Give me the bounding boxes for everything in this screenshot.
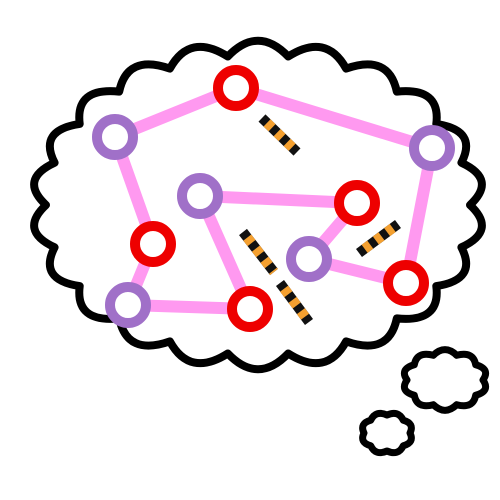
- node-n6-red[interactable]: [130, 221, 176, 267]
- node-n10-red[interactable]: [227, 286, 273, 332]
- trail-cloud-large: [400, 346, 490, 414]
- barrier-stripes: [239, 228, 278, 276]
- barrier-1-barrier: [258, 114, 301, 156]
- node-n4-purple[interactable]: [177, 173, 223, 219]
- node-n5-red[interactable]: [334, 180, 380, 226]
- node-n8-red[interactable]: [383, 260, 429, 306]
- node-n2-purple[interactable]: [92, 114, 138, 160]
- node-n9-purple[interactable]: [105, 282, 151, 328]
- barrier-stripes: [275, 280, 314, 325]
- node-n7-purple[interactable]: [286, 236, 332, 282]
- node-ring: [130, 221, 176, 267]
- trail-cloud-small: [359, 409, 415, 457]
- barrier-3-barrier: [275, 280, 314, 325]
- node-ring: [409, 125, 455, 171]
- barrier-stripes: [258, 114, 301, 156]
- node-n1-red[interactable]: [213, 65, 259, 111]
- barrier-stripes: [356, 219, 401, 258]
- node-ring: [92, 114, 138, 160]
- graph-nodes: [92, 65, 455, 332]
- node-ring: [286, 236, 332, 282]
- node-ring: [213, 65, 259, 111]
- node-ring: [383, 260, 429, 306]
- edge-n4-n5: [194, 190, 363, 209]
- barrier-2-barrier: [239, 228, 278, 276]
- node-ring: [177, 173, 223, 219]
- node-ring: [227, 286, 273, 332]
- node-n3-purple[interactable]: [409, 125, 455, 171]
- node-ring: [105, 282, 151, 328]
- node-ring: [334, 180, 380, 226]
- barrier-4-barrier: [356, 219, 401, 258]
- edge-n1-n3: [230, 82, 438, 154]
- barriers: [239, 114, 401, 325]
